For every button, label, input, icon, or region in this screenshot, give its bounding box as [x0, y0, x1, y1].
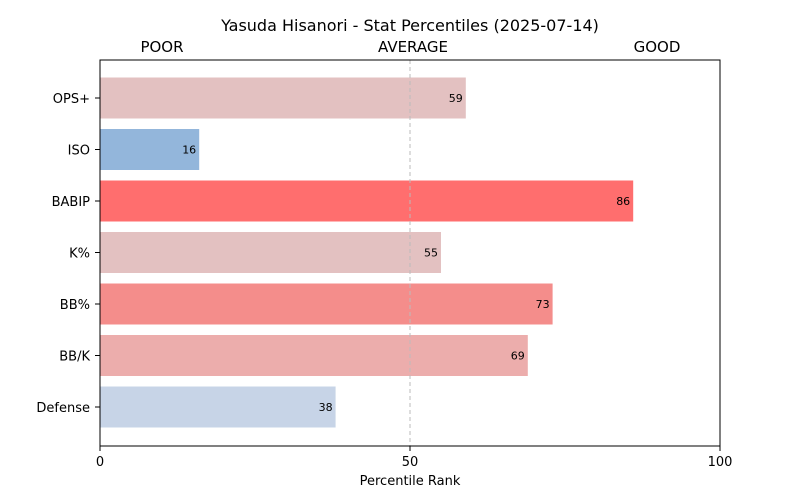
data-label-babip: 86 [616, 195, 630, 208]
x-tick-label-50: 50 [402, 455, 419, 470]
bar-kpct [100, 232, 441, 273]
bar-bb-k [100, 335, 528, 376]
y-tick-labels: OPS+ ISO BABIP K% BB% BB/K Defense [36, 92, 100, 416]
data-label-opsplus: 59 [449, 92, 463, 105]
y-label-bbpct: BB% [60, 298, 90, 313]
chart-title: Yasuda Hisanori - Stat Percentiles (2025… [220, 16, 599, 35]
data-label-iso: 16 [182, 144, 196, 157]
bars-group: 59 16 86 55 73 69 38 [100, 77, 634, 428]
data-label-kpct: 55 [424, 247, 438, 260]
x-tick-label-0: 0 [96, 455, 104, 470]
bar-defense [100, 386, 336, 428]
y-label-bb-k: BB/K [59, 350, 90, 365]
bar-babip [100, 180, 634, 222]
x-axis-label: Percentile Rank [360, 474, 461, 489]
zone-label-good: GOOD [634, 38, 681, 56]
bar-iso [100, 129, 200, 170]
x-tick-label-100: 100 [708, 455, 733, 470]
bar-bbpct [100, 283, 553, 325]
y-label-iso: ISO [68, 144, 90, 159]
data-label-bb-k: 69 [511, 350, 525, 363]
x-ticks: 0 50 100 [96, 446, 733, 470]
zone-label-average: AVERAGE [378, 38, 448, 56]
y-label-babip: BABIP [52, 195, 91, 210]
bar-opsplus [100, 77, 466, 119]
y-label-opsplus: OPS+ [53, 92, 90, 107]
data-label-bbpct: 73 [536, 298, 550, 311]
data-label-defense: 38 [319, 401, 333, 414]
zone-label-poor: POOR [140, 38, 183, 56]
y-label-kpct: K% [69, 247, 90, 262]
y-label-defense: Defense [36, 401, 90, 416]
plot-frame [99, 59, 721, 447]
